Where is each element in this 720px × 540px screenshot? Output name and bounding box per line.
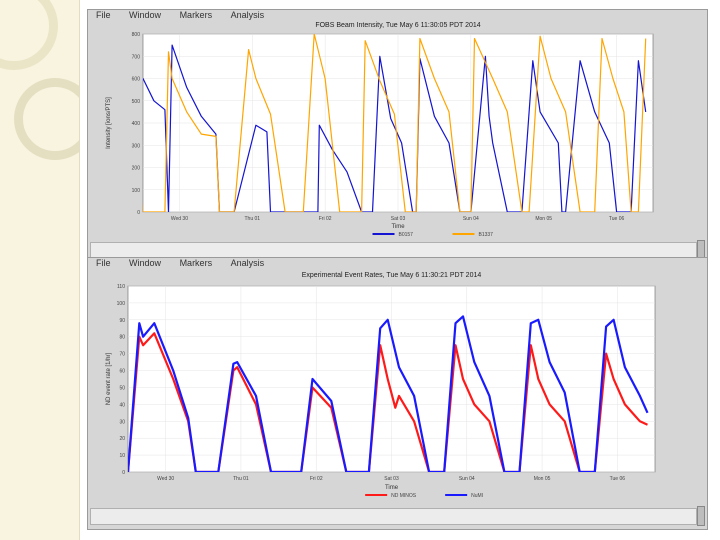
y-tick-label: 30 xyxy=(119,419,125,425)
y-tick-label: 10 xyxy=(119,453,125,459)
menu-analysis[interactable]: Analysis xyxy=(230,258,265,268)
y-tick-label: 40 xyxy=(119,402,125,408)
y-axis-label: ND event rate [1/hr] xyxy=(106,352,112,405)
x-tick-label: Sun 04 xyxy=(463,216,479,222)
y-tick-label: 500 xyxy=(132,99,141,105)
y-tick-label: 300 xyxy=(132,143,141,149)
y-tick-label: 0 xyxy=(137,210,140,216)
y-axis-label: Intensity [ions/PTS] xyxy=(106,97,112,149)
menu-bar: File Window Markers Analysis xyxy=(88,10,707,21)
x-tick-label: Sat 03 xyxy=(391,216,406,222)
y-tick-label: 90 xyxy=(119,318,125,324)
event-rates-chart: Experimental Event Rates, Tue May 6 11:3… xyxy=(106,272,656,499)
event-rates-window: File Window Markers Analysis Experimenta… xyxy=(87,257,708,530)
y-tick-label: 80 xyxy=(119,335,125,341)
x-axis-label: Time xyxy=(391,224,405,230)
y-tick-label: 100 xyxy=(132,188,141,194)
x-tick-label: Mon 05 xyxy=(535,216,552,222)
x-tick-label: Tue 06 xyxy=(610,476,626,482)
menu-markers[interactable]: Markers xyxy=(179,258,213,268)
decorative-side-panel xyxy=(0,0,80,540)
series-line-b0157 xyxy=(143,44,647,212)
x-tick-label: Tue 06 xyxy=(609,216,625,222)
legend-label: B1337 xyxy=(479,232,494,238)
menu-file[interactable]: File xyxy=(96,258,111,268)
x-tick-label: Fri 02 xyxy=(310,476,323,482)
x-tick-label: Thu 01 xyxy=(233,476,249,482)
beam-intensity-window: File Window Markers Analysis FOBS Beam I… xyxy=(87,9,708,262)
menu-analysis[interactable]: Analysis xyxy=(230,10,265,20)
legend-label: NuMI xyxy=(471,493,483,499)
y-tick-label: 110 xyxy=(117,284,125,290)
menu-window[interactable]: Window xyxy=(129,10,162,20)
y-tick-label: 400 xyxy=(132,121,141,127)
y-tick-label: 20 xyxy=(119,436,125,442)
x-tick-label: Sun 04 xyxy=(459,476,475,482)
y-tick-label: 800 xyxy=(132,32,141,38)
y-tick-label: 60 xyxy=(119,369,125,375)
x-tick-label: Mon 05 xyxy=(534,476,551,482)
x-tick-label: Fri 02 xyxy=(319,216,332,222)
y-tick-label: 100 xyxy=(117,301,126,307)
x-tick-label: Wed 30 xyxy=(171,216,188,222)
beam-intensity-chart: FOBS Beam Intensity, Tue May 6 11:30:05 … xyxy=(106,22,654,238)
menu-markers[interactable]: Markers xyxy=(179,10,213,20)
y-tick-label: 0 xyxy=(122,470,125,476)
scroll-handle[interactable] xyxy=(697,506,705,526)
chart-title: Experimental Event Rates, Tue May 6 11:3… xyxy=(302,272,482,279)
menu-window[interactable]: Window xyxy=(129,258,162,268)
y-tick-label: 200 xyxy=(132,166,141,172)
chart-title: FOBS Beam Intensity, Tue May 6 11:30:05 … xyxy=(315,22,480,29)
y-tick-label: 50 xyxy=(119,385,125,391)
menu-bar: File Window Markers Analysis xyxy=(88,258,707,269)
x-tick-label: Thu 01 xyxy=(244,216,260,222)
decorative-ring xyxy=(14,78,79,160)
status-bar xyxy=(90,508,697,525)
y-tick-label: 700 xyxy=(132,54,141,60)
series-line-b1337 xyxy=(143,34,647,212)
decorative-ring xyxy=(0,0,58,70)
y-tick-label: 600 xyxy=(132,77,141,83)
menu-file[interactable]: File xyxy=(96,10,111,20)
x-tick-label: Wed 30 xyxy=(157,476,174,482)
series-line-numi xyxy=(128,315,649,472)
y-tick-label: 70 xyxy=(119,352,125,358)
legend-label: B0157 xyxy=(399,232,414,238)
x-tick-label: Sat 03 xyxy=(384,476,399,482)
legend-label: ND MINOS xyxy=(391,493,417,499)
x-axis-label: Time xyxy=(385,485,399,491)
